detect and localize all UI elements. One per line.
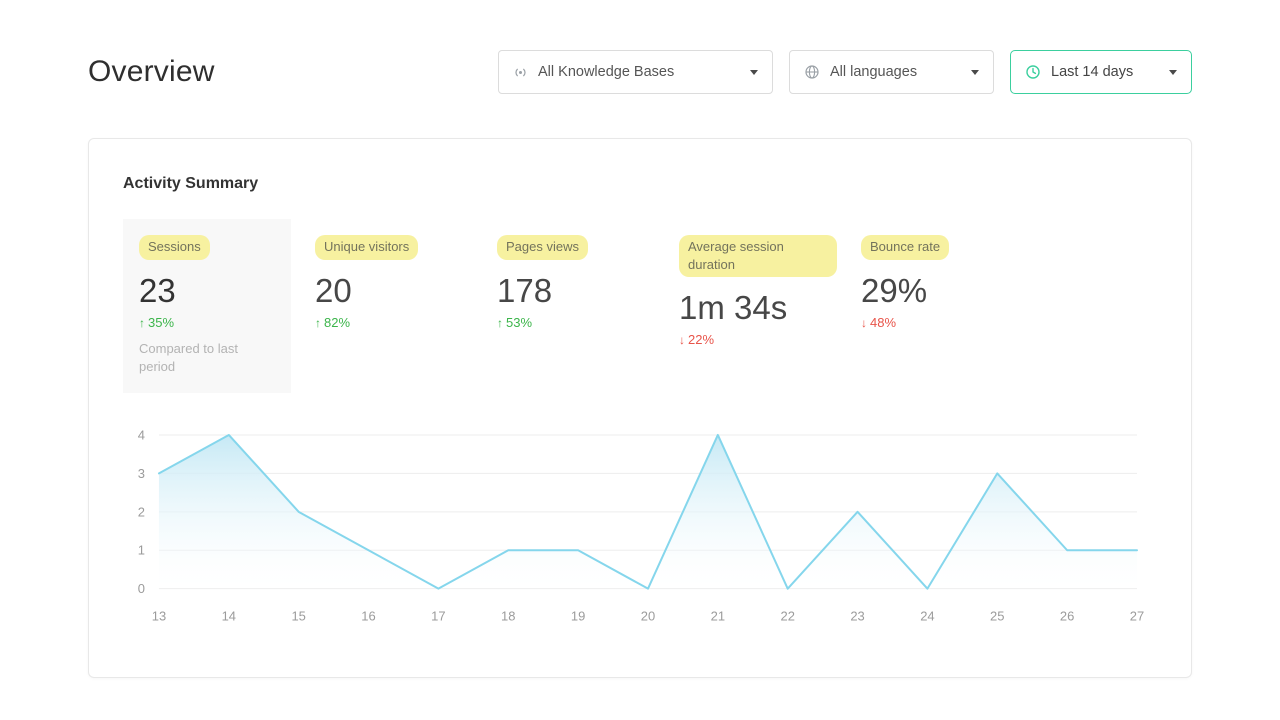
card-title: Activity Summary bbox=[123, 175, 259, 192]
chevron-down-icon bbox=[971, 69, 979, 75]
metric-note: Compared to last period bbox=[139, 340, 238, 375]
metric-pages-views: Pages views 178 ↑ 53% bbox=[497, 219, 655, 393]
metric-label: Unique visitors bbox=[315, 235, 419, 260]
svg-text:22: 22 bbox=[780, 609, 794, 624]
metric-change-value: 22% bbox=[688, 332, 715, 348]
svg-text:25: 25 bbox=[990, 609, 1004, 624]
metric-label: Bounce rate bbox=[861, 235, 950, 260]
metric-change: ↑ 35% bbox=[139, 315, 275, 330]
languages-dropdown[interactable]: All languages bbox=[789, 50, 994, 94]
activity-chart: 0 1 2 3 4 13 14 15 16 17 18 19 20 21 22 23 24 25 26 27 bbox=[123, 421, 1157, 633]
svg-text:21: 21 bbox=[711, 609, 725, 624]
date-range-dropdown[interactable]: Last 14 days bbox=[1010, 50, 1192, 94]
metric-unique-visitors: Unique visitors 20 ↑ 82% bbox=[315, 219, 473, 393]
knowledge-bases-dropdown-label: All Knowledge Bases bbox=[538, 64, 675, 80]
chevron-down-icon bbox=[1169, 69, 1177, 75]
trend-up-icon: ↑ bbox=[139, 315, 145, 330]
knowledge-base-signal-icon bbox=[513, 65, 528, 80]
svg-text:15: 15 bbox=[291, 609, 305, 624]
clock-icon bbox=[1025, 64, 1041, 80]
topbar: Overview All Knowledge Bases bbox=[88, 50, 1192, 94]
svg-text:17: 17 bbox=[431, 609, 445, 624]
metric-label: Sessions bbox=[139, 235, 210, 260]
svg-text:18: 18 bbox=[501, 609, 515, 624]
svg-text:4: 4 bbox=[138, 428, 145, 443]
svg-text:2: 2 bbox=[138, 505, 145, 520]
languages-dropdown-label: All languages bbox=[830, 64, 918, 80]
page-title: Overview bbox=[88, 55, 215, 88]
globe-icon bbox=[804, 64, 820, 80]
metric-average-session-duration: Average session duration 1m 34s ↓ 22% bbox=[679, 219, 837, 393]
metric-change-value: 35% bbox=[148, 314, 175, 330]
svg-text:14: 14 bbox=[222, 609, 236, 624]
svg-text:20: 20 bbox=[641, 609, 655, 624]
metric-value: 1m 34s bbox=[679, 289, 788, 327]
metric-bounce-rate: Bounce rate 29% ↓ 48% bbox=[861, 219, 1019, 393]
svg-text:13: 13 bbox=[152, 609, 166, 624]
trend-up-icon: ↑ bbox=[497, 315, 503, 330]
metric-sessions: Sessions 23 ↑ 35% Compared to last period bbox=[123, 219, 291, 394]
knowledge-bases-dropdown[interactable]: All Knowledge Bases bbox=[498, 50, 773, 94]
svg-text:26: 26 bbox=[1060, 609, 1074, 624]
date-range-dropdown-label: Last 14 days bbox=[1051, 64, 1134, 80]
svg-text:24: 24 bbox=[920, 609, 934, 624]
svg-text:1: 1 bbox=[138, 543, 145, 558]
metric-change-value: 48% bbox=[870, 314, 897, 330]
svg-text:23: 23 bbox=[850, 609, 864, 624]
metric-value: 178 bbox=[497, 271, 553, 309]
metric-change: ↓ 22% bbox=[679, 332, 837, 347]
svg-text:16: 16 bbox=[361, 609, 375, 624]
metrics-row: Sessions 23 ↑ 35% Compared to last period… bbox=[123, 219, 1157, 394]
svg-text:3: 3 bbox=[138, 466, 145, 481]
trend-down-icon: ↓ bbox=[861, 315, 867, 330]
svg-text:0: 0 bbox=[138, 581, 145, 596]
trend-down-icon: ↓ bbox=[679, 333, 685, 348]
metric-label: Pages views bbox=[497, 235, 588, 260]
chevron-down-icon bbox=[750, 69, 758, 75]
metric-label: Average session duration bbox=[679, 235, 837, 278]
metric-change: ↑ 82% bbox=[315, 315, 473, 330]
svg-text:19: 19 bbox=[571, 609, 585, 624]
svg-text:27: 27 bbox=[1130, 609, 1144, 624]
activity-summary-card: Activity Summary Sessions 23 ↑ 35% Compar… bbox=[88, 138, 1192, 678]
metric-change-value: 82% bbox=[324, 314, 351, 330]
metric-value: 29% bbox=[861, 271, 928, 309]
metric-value: 20 bbox=[315, 271, 352, 309]
trend-up-icon: ↑ bbox=[315, 315, 321, 330]
metric-change: ↑ 53% bbox=[497, 315, 655, 330]
filter-bar: All Knowledge Bases All languages bbox=[498, 50, 1192, 94]
metric-change-value: 53% bbox=[506, 314, 533, 330]
metric-value: 23 bbox=[139, 271, 176, 309]
metric-change: ↓ 48% bbox=[861, 315, 1019, 330]
